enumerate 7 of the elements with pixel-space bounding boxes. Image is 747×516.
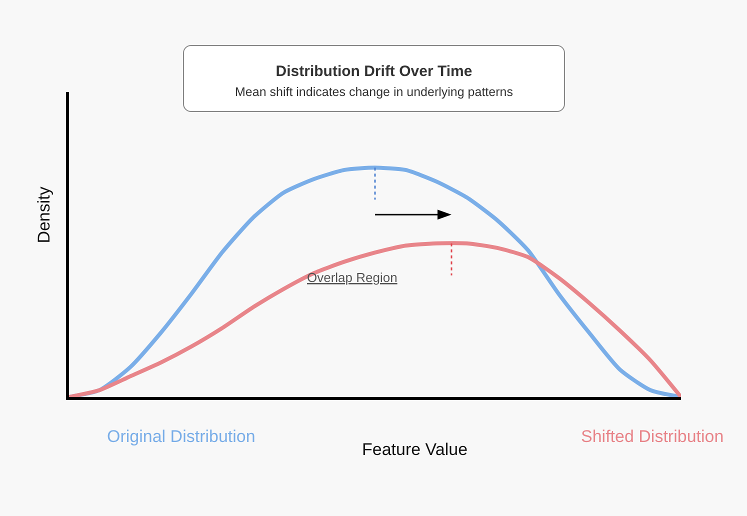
text: Shifted Distribution xyxy=(581,427,724,446)
chart-subtitle: Mean shift indicates change in underlying patterns xyxy=(234,85,514,99)
text: Original Distribution xyxy=(107,427,256,446)
y-axis-title: Density xyxy=(34,186,54,244)
chart-title: Distribution Drift Over Time xyxy=(274,63,474,80)
x-axis-title: Feature Value xyxy=(362,440,468,459)
annotation: Overlap Region xyxy=(307,270,398,285)
